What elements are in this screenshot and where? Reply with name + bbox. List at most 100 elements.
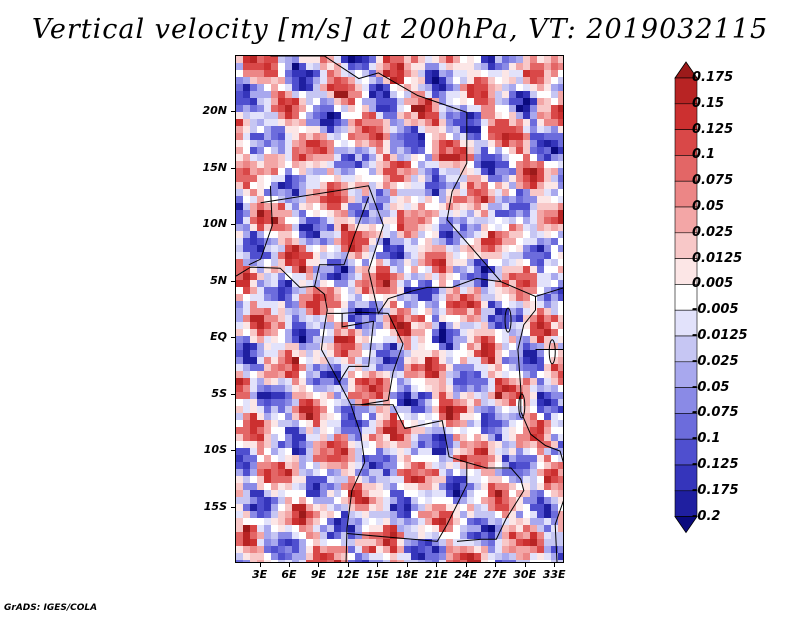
field-cell (285, 280, 293, 288)
field-cell (264, 168, 272, 176)
field-cell (544, 378, 552, 386)
field-cell (544, 252, 552, 260)
field-cell (516, 483, 524, 491)
field-cell (257, 273, 265, 281)
field-cell (271, 259, 279, 267)
field-cell (481, 511, 489, 519)
field-cell (418, 175, 426, 183)
field-cell (467, 126, 475, 134)
field-cell (397, 168, 405, 176)
field-cell (411, 245, 419, 253)
field-cell (299, 322, 307, 330)
field-cell (418, 168, 426, 176)
field-cell (516, 434, 524, 442)
field-cell (285, 504, 293, 512)
field-cell (299, 294, 307, 302)
field-cell (306, 238, 314, 246)
field-cell (313, 378, 321, 386)
field-cell (376, 147, 384, 155)
field-cell (334, 287, 342, 295)
field-cell (299, 483, 307, 491)
field-cell (236, 287, 244, 295)
field-cell (404, 427, 412, 435)
field-cell (432, 497, 440, 505)
field-cell (299, 63, 307, 71)
field-cell (516, 91, 524, 99)
field-cell (306, 105, 314, 113)
field-cell (474, 364, 482, 372)
field-cell (236, 322, 244, 330)
field-cell (243, 140, 251, 148)
field-cell (474, 448, 482, 456)
field-cell (432, 280, 440, 288)
field-cell (376, 364, 384, 372)
field-cell (257, 497, 265, 505)
field-cell (509, 210, 517, 218)
field-cell (530, 504, 538, 512)
field-cell (369, 469, 377, 477)
field-cell (292, 343, 300, 351)
field-cell (285, 406, 293, 414)
field-cell (285, 448, 293, 456)
field-cell (390, 357, 398, 365)
field-cell (425, 210, 433, 218)
field-cell (292, 266, 300, 274)
field-cell (502, 63, 510, 71)
field-cell (320, 525, 328, 533)
field-cell (432, 455, 440, 463)
field-cell (327, 294, 335, 302)
field-cell (327, 518, 335, 526)
colorbar-label: 0.005 (692, 276, 734, 292)
lon-tick (554, 563, 556, 567)
field-cell (257, 224, 265, 232)
field-cell (432, 490, 440, 498)
colorbar-label: 0.1 (692, 147, 716, 163)
field-cell (453, 406, 461, 414)
field-cell (523, 469, 531, 477)
field-cell (292, 336, 300, 344)
field-cell (306, 322, 314, 330)
field-cell (264, 217, 272, 225)
field-cell (425, 399, 433, 407)
field-cell (292, 483, 300, 491)
border-line (360, 313, 404, 406)
field-cell (278, 273, 286, 281)
field-cell (488, 336, 496, 344)
field-cell (299, 280, 307, 288)
field-cell (502, 546, 510, 554)
field-cell (369, 350, 377, 358)
lat-tick (231, 506, 235, 508)
field-cell (390, 245, 398, 253)
field-cell (404, 357, 412, 365)
field-cell (257, 441, 265, 449)
field-cell (334, 119, 342, 127)
field-cell (320, 294, 328, 302)
field-cell (425, 343, 433, 351)
field-cell (537, 280, 545, 288)
field-cell (306, 147, 314, 155)
field-cell (334, 378, 342, 386)
field-cell (481, 252, 489, 260)
field-cell (236, 273, 244, 281)
field-cell (537, 105, 545, 113)
field-cell (243, 189, 251, 197)
field-cell (271, 511, 279, 519)
field-cell (292, 448, 300, 456)
field-cell (523, 483, 531, 491)
field-cell (558, 497, 563, 505)
field-cell (376, 154, 384, 162)
field-cell (355, 238, 363, 246)
field-cell (446, 427, 454, 435)
lon-label-3E: 3E (251, 568, 268, 581)
field-cell (306, 462, 314, 470)
field-cell (495, 119, 503, 127)
field-cell (481, 189, 489, 197)
field-cell (439, 343, 447, 351)
field-cell (285, 378, 293, 386)
field-cell (411, 280, 419, 288)
field-cell (446, 455, 454, 463)
field-cell (439, 378, 447, 386)
field-cell (530, 287, 538, 295)
field-cell (271, 77, 279, 85)
field-cell (369, 357, 377, 365)
